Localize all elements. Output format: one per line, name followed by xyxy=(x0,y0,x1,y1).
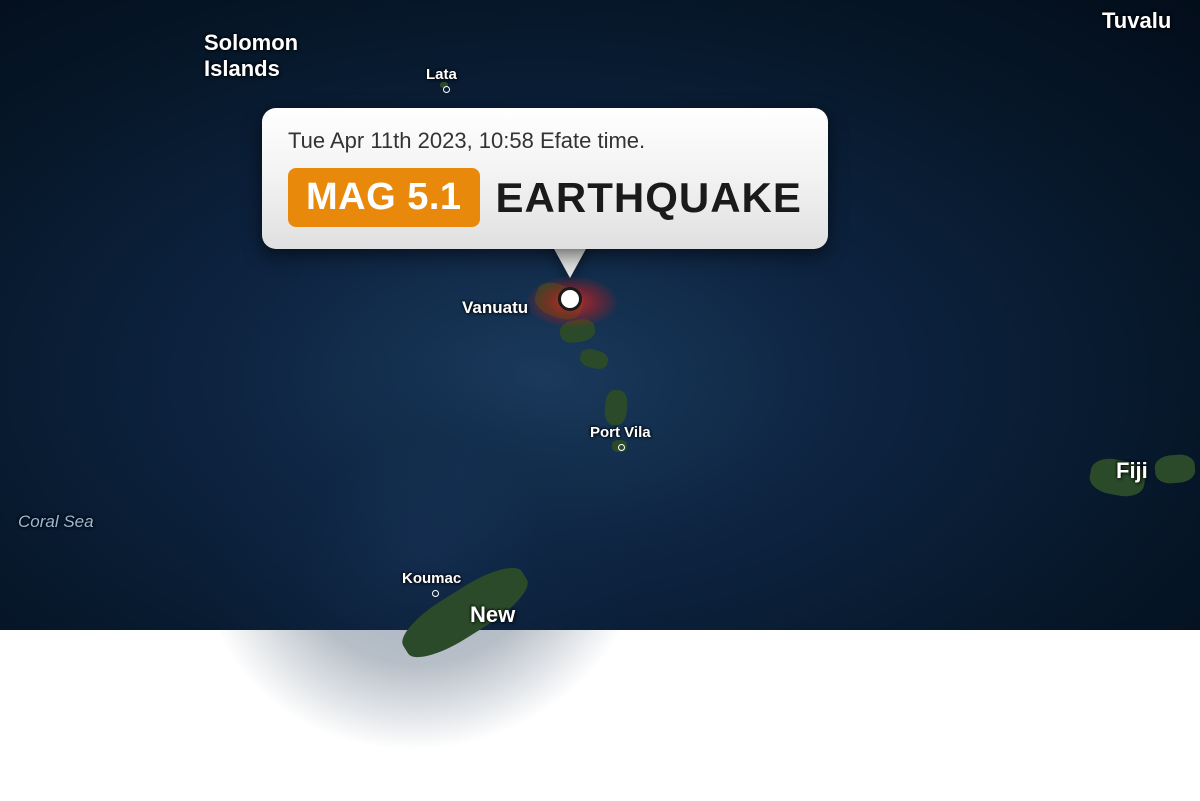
city-marker-icon xyxy=(618,444,625,451)
city-marker-icon xyxy=(443,86,450,93)
island-shape xyxy=(604,389,629,426)
ocean-texture xyxy=(156,299,694,801)
map-label: Coral Sea xyxy=(18,512,94,532)
map-label: SolomonIslands xyxy=(204,30,298,82)
map-label: Fiji xyxy=(1116,458,1148,484)
island-shape xyxy=(1154,453,1196,484)
magnitude-badge: MAG 5.1 xyxy=(288,168,480,227)
earthquake-callout: Tue Apr 11th 2023, 10:58 Efate time. MAG… xyxy=(262,108,828,249)
city-marker-icon xyxy=(432,590,439,597)
timestamp-text: Tue Apr 11th 2023, 10:58 Efate time. xyxy=(288,128,802,154)
earthquake-label: EARTHQUAKE xyxy=(496,174,802,222)
epicenter-marker xyxy=(558,287,582,311)
map-label: Port Vila xyxy=(590,424,651,441)
map-label: Lata xyxy=(426,66,457,83)
map-label: New xyxy=(470,602,515,628)
map-label: Tuvalu xyxy=(1102,8,1171,34)
map-label: Koumac xyxy=(402,570,461,587)
map-label: Vanuatu xyxy=(462,298,528,318)
island-shape xyxy=(578,347,610,372)
map-background: Tue Apr 11th 2023, 10:58 Efate time. MAG… xyxy=(0,0,1200,630)
callout-main-row: MAG 5.1 EARTHQUAKE xyxy=(288,168,802,227)
